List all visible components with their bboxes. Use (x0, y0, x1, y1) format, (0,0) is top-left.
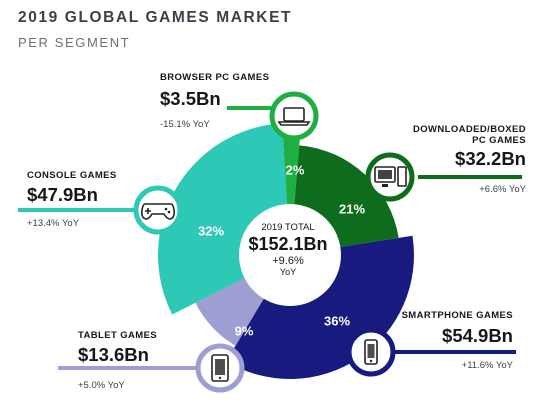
slice-percent-tablet: 9% (234, 323, 254, 339)
slice-percent-console: 32% (197, 223, 225, 239)
segment-name: SMARTPHONE GAMES (401, 310, 513, 321)
chart-title: 2019 GLOBAL GAMES MARKET (18, 9, 293, 26)
segment-yoy: +6.6% YoY (479, 184, 526, 195)
total-value: $152.1Bn (248, 234, 328, 254)
segment-yoy: +13.4% YoY (27, 218, 80, 229)
segment-console: CONSOLE GAMES $47.9Bn +13.4% YoY (27, 170, 117, 229)
total-yoy: +9.6% (272, 255, 304, 267)
segment-value: $54.9Bn (442, 325, 513, 346)
center-total: 2019 TOTAL $152.1Bn +9.6% YoY (238, 222, 338, 277)
segment-tablet: TABLET GAMES $13.6Bn +5.0% YoY (78, 330, 157, 391)
slice-percent-smartphone: 36% (323, 313, 351, 329)
laptop-icon (269, 91, 319, 141)
segment-yoy: -15.1% YoY (160, 119, 210, 130)
segment-value: $47.9Bn (27, 184, 98, 205)
segment-name: DOWNLOADED/BOXED PC GAMES (412, 124, 526, 146)
gamepad-icon (133, 185, 183, 235)
segment-value: $3.5Bn (160, 88, 221, 109)
chart-subtitle: PER SEGMENT (18, 35, 131, 50)
segment-yoy: +5.0% YoY (78, 380, 125, 391)
pie-slice-browser-pc (282, 136, 300, 255)
total-label: 2019 TOTAL (261, 222, 315, 233)
segment-value: $32.2Bn (455, 148, 526, 169)
segment-name: CONSOLE GAMES (27, 170, 117, 181)
leader-lines (18, 106, 522, 370)
segment-downloaded-pc: DOWNLOADED/BOXED PC GAMES $32.2Bn +6.6% … (396, 124, 526, 195)
slice-percent-downloaded-pc: 21% (338, 201, 366, 217)
segment-icons (133, 91, 415, 393)
segment-browser-pc: BROWSER PC GAMES $3.5Bn -15.1% YoY (160, 72, 269, 130)
smartphone-icon (346, 327, 396, 377)
tablet-icon (195, 343, 245, 393)
segment-value: $13.6Bn (78, 344, 149, 365)
segment-name: BROWSER PC GAMES (160, 72, 270, 83)
total-yoy-unit: YoY (279, 267, 297, 277)
segment-yoy: +11.6% YoY (461, 360, 513, 371)
desktop-pc-icon (365, 152, 415, 202)
center-disc (239, 204, 341, 306)
segment-smartphone: SMARTPHONE GAMES $54.9Bn +11.6% YoY (390, 310, 513, 371)
segment-name: TABLET GAMES (78, 330, 158, 341)
slice-percent-browser-pc: 2% (285, 162, 305, 178)
